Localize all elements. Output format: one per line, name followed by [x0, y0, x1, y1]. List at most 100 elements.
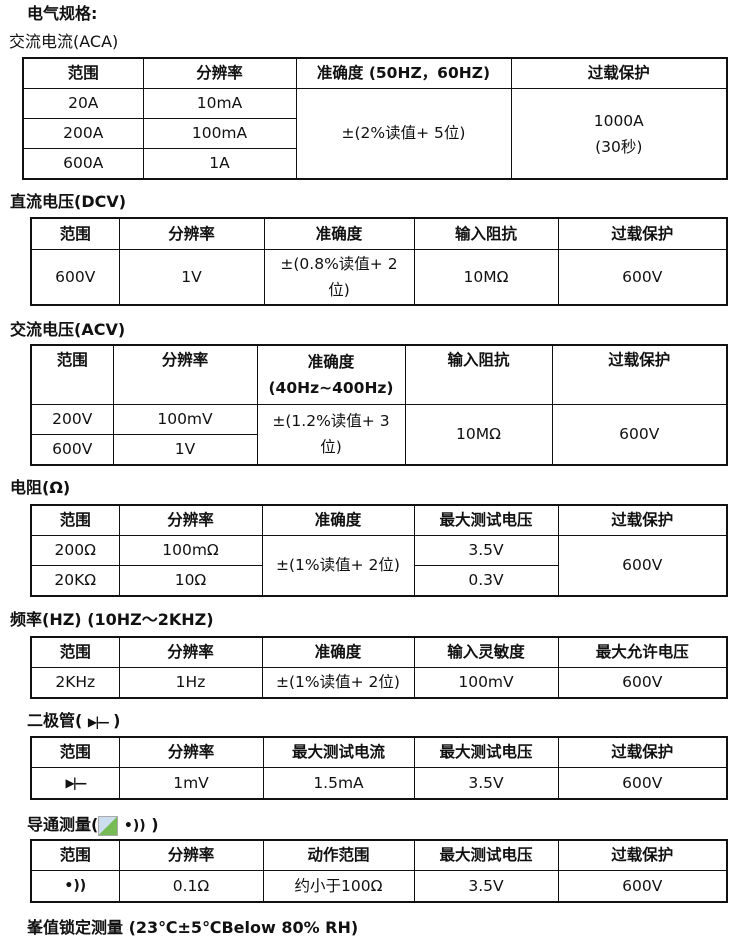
diode-icon: ▶|—	[65, 776, 87, 790]
continuity-sound-icon: •))	[64, 878, 87, 894]
cont-title: 导通测量( •)) )	[27, 815, 159, 836]
header: 分辨率	[118, 504, 263, 536]
acv-title: 交流电压(ACV)	[10, 320, 126, 339]
cont-table: 范围 分辨率 动作范围 最大测试电压 过载保护 •)) 0.1Ω 约小于100Ω 3.5V 60…	[30, 839, 728, 903]
cell: 1Hz	[118, 667, 263, 699]
cell: 1000A (30秒)	[510, 88, 728, 180]
cell: 600V	[557, 870, 728, 903]
res-title: 电阻(Ω)	[10, 478, 71, 497]
header: 输入灵敏度	[413, 636, 559, 668]
header: 最大测试电压	[413, 839, 559, 871]
diode-title-close: )	[113, 711, 121, 730]
header: 范围	[30, 839, 120, 871]
header: 过载保护	[557, 217, 728, 251]
header: 输入阻抗	[404, 344, 553, 405]
header: 过载保护	[557, 736, 728, 768]
header: 过载保护	[551, 344, 728, 405]
header: 准确度 (40Hz~400Hz)	[256, 344, 406, 405]
cell: 600V	[551, 403, 728, 465]
cell: 600V	[30, 433, 114, 465]
header: 分辨率	[118, 736, 264, 768]
header: 范围	[30, 636, 120, 668]
cont-title-close: )	[145, 815, 159, 834]
header: 范围	[30, 736, 120, 768]
header: 最大测试电流	[262, 736, 415, 768]
cell: 600V	[557, 767, 728, 800]
cell: 10Ω	[118, 565, 263, 597]
cell: ▶|—	[30, 767, 120, 800]
page-title: 电气规格:	[27, 4, 98, 23]
acv-table: 范围 分辨率 准确度 (40Hz~400Hz) 输入阻抗 过载保护 200V 100mV ±(…	[30, 344, 728, 466]
diode-table: 范围 分辨率 最大测试电流 最大测试电压 过载保护 ▶|— 1mV 1.5mA 3.5V 600…	[30, 736, 728, 800]
header: 准确度	[261, 504, 415, 536]
cell: ±(1%读值+ 2位)	[261, 667, 415, 699]
cell: 100mΩ	[118, 535, 263, 566]
cell: 3.5V	[413, 535, 559, 566]
cell: 600V	[557, 667, 728, 699]
dcv-table: 范围 分辨率 准确度 输入阻抗 过载保护 600V 1V ±(0.8%读值+ 2位) 10MΩ…	[30, 217, 728, 306]
header: 分辨率	[118, 217, 265, 251]
header: 分辨率	[118, 839, 264, 871]
cell: 100mV	[413, 667, 559, 699]
cell: 1A	[142, 148, 297, 180]
cont-title-text: 导通测量(	[27, 815, 99, 834]
cell: 200V	[30, 403, 114, 435]
header: 最大测试电压	[413, 504, 559, 536]
aca-table: 范围 分辨率 准确度 (50HZ，60HZ) 过载保护 20A 10mA ±(2%读值+ …	[22, 57, 728, 180]
cell: ±(0.8%读值+ 2位)	[263, 249, 415, 306]
cell: 200Ω	[30, 535, 120, 566]
aca-title: 交流电流(ACA)	[9, 32, 119, 51]
protect-duration: (30秒)	[595, 137, 643, 156]
cell: 10MΩ	[404, 403, 553, 465]
cell: ±(2%读值+ 5位)	[295, 88, 512, 180]
header: 准确度 (50HZ，60HZ)	[295, 57, 512, 89]
cell: 600V	[30, 249, 120, 306]
header: 动作范围	[262, 839, 415, 871]
cell: 600A	[22, 148, 144, 180]
peak-title: 峯值锁定测量 (23℃±5℃Below 80% RH)	[27, 918, 359, 937]
cell: 3.5V	[413, 767, 559, 800]
cell: ±(1.2%读值+ 3位)	[256, 403, 406, 465]
cell: 10MΩ	[413, 249, 559, 306]
protect-value: 1000A	[593, 111, 644, 130]
cell: 0.3V	[413, 565, 559, 597]
header: 分辨率	[118, 636, 263, 668]
cell: 约小于100Ω	[262, 870, 415, 903]
header: 准确度	[261, 636, 415, 668]
header-freq: (40Hz~400Hz)	[268, 378, 394, 397]
header: 最大允许电压	[557, 636, 728, 668]
freq-title: 频率(HZ) (10HZ～2KHZ)	[10, 610, 214, 629]
cell: 1V	[112, 433, 258, 465]
cell: 1.5mA	[262, 767, 415, 800]
cell: 600V	[557, 249, 728, 306]
cell: •))	[30, 870, 120, 903]
header: 范围	[30, 344, 114, 405]
header: 输入阻抗	[413, 217, 559, 251]
header: 分辨率	[112, 344, 258, 405]
cell: ±(1%读值+ 2位)	[261, 535, 415, 597]
header: 范围	[30, 217, 120, 251]
cell: 2KHz	[30, 667, 120, 699]
cell: 3.5V	[413, 870, 559, 903]
cell: 20A	[22, 88, 144, 119]
continuity-sound-icon: •))	[123, 818, 146, 834]
freq-table: 范围 分辨率 准确度 输入灵敏度 最大允许电压 2KHz 1Hz ±(1%读值+ 2位) 10…	[30, 636, 728, 699]
cell: 100mV	[112, 403, 258, 435]
cell: 0.1Ω	[118, 870, 264, 903]
dcv-title: 直流电压(DCV)	[10, 192, 127, 211]
broken-image-icon	[98, 815, 119, 836]
diode-icon: ▶|—	[87, 715, 110, 729]
header-text: 准确度	[307, 352, 355, 371]
res-table: 范围 分辨率 准确度 最大测试电压 过载保护 200Ω 100mΩ ±(1%读值+ 2位) 3…	[30, 504, 728, 597]
header: 范围	[30, 504, 120, 536]
header: 范围	[22, 57, 144, 89]
cell: 1V	[118, 249, 265, 306]
header: 最大测试电压	[413, 736, 559, 768]
header: 过载保护	[510, 57, 728, 89]
cell: 20KΩ	[30, 565, 120, 597]
header: 过载保护	[557, 504, 728, 536]
cell: 600V	[557, 535, 728, 597]
diode-title-text: 二极管(	[27, 711, 83, 730]
header: 准确度	[263, 217, 415, 251]
cell: 200A	[22, 118, 144, 149]
